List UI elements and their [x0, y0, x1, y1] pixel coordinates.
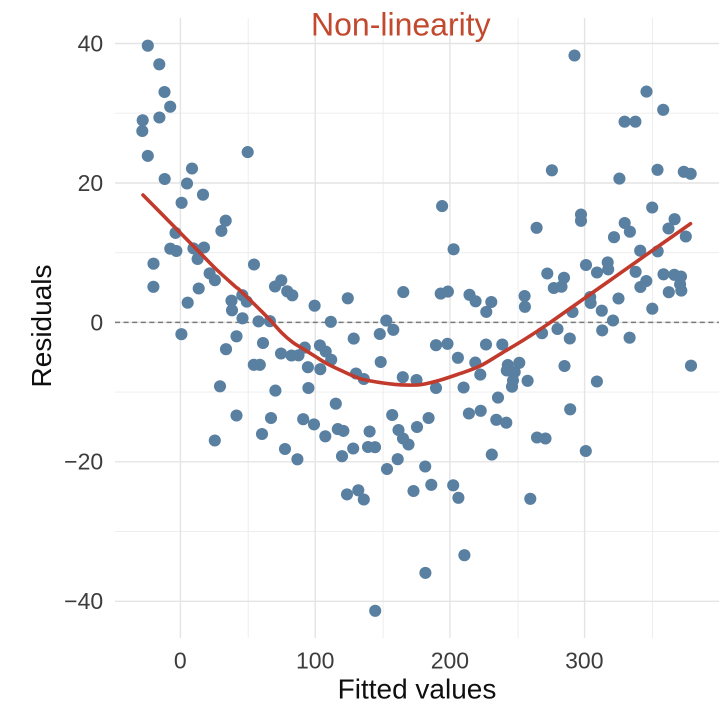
- svg-text:Non-linearity: Non-linearity: [311, 6, 491, 42]
- svg-text:0: 0: [90, 309, 103, 335]
- svg-text:−40: −40: [64, 588, 103, 614]
- svg-text:0: 0: [174, 647, 187, 673]
- svg-text:−20: −20: [64, 449, 103, 475]
- svg-text:300: 300: [565, 647, 603, 673]
- svg-text:200: 200: [431, 647, 469, 673]
- svg-text:100: 100: [296, 647, 334, 673]
- svg-text:40: 40: [78, 30, 104, 56]
- svg-text:20: 20: [78, 170, 104, 196]
- svg-text:Fitted values: Fitted values: [338, 674, 497, 705]
- svg-text:Residuals: Residuals: [26, 265, 57, 388]
